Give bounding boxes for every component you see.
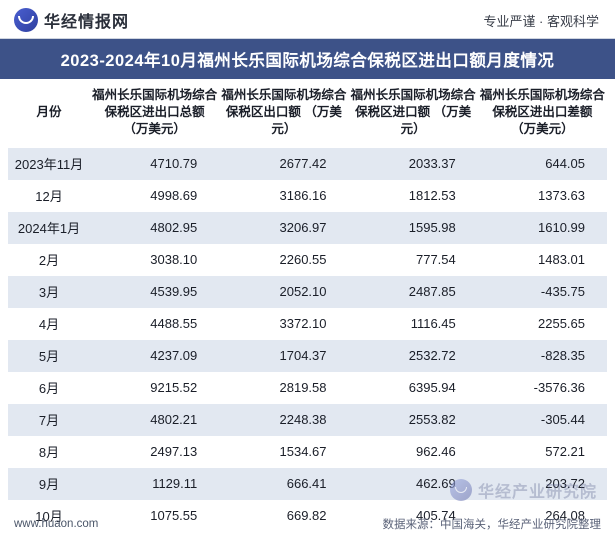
table-row: 7月4802.212248.382553.82-305.44 [8, 404, 607, 436]
cell-value: 2497.13 [90, 436, 219, 468]
table-body: 2023年11月4710.792677.422033.37644.0512月49… [8, 148, 607, 532]
cell-value: 6395.94 [349, 372, 478, 404]
table-row: 9月1129.11666.41462.69203.72 [8, 468, 607, 500]
cell-value: 2255.65 [478, 308, 607, 340]
cell-value: 1610.99 [478, 212, 607, 244]
cell-value: -305.44 [478, 404, 607, 436]
cell-value: 4998.69 [90, 180, 219, 212]
cell-value: 2260.55 [219, 244, 348, 276]
cell-value: 1129.11 [90, 468, 219, 500]
table-container: 月份 福州长乐国际机场综合保税区进出口总额 （万美元） 福州长乐国际机场综合保税… [0, 79, 615, 532]
cell-value: 203.72 [478, 468, 607, 500]
data-table: 月份 福州长乐国际机场综合保税区进出口总额 （万美元） 福州长乐国际机场综合保税… [8, 79, 607, 532]
table-row: 12月4998.693186.161812.531373.63 [8, 180, 607, 212]
logo-section: 华经情报网 [14, 8, 129, 32]
cell-value: 777.54 [349, 244, 478, 276]
cell-value: 4802.21 [90, 404, 219, 436]
table-row: 2月3038.102260.55777.541483.01 [8, 244, 607, 276]
cell-value: 2487.85 [349, 276, 478, 308]
cell-value: 572.21 [478, 436, 607, 468]
table-head: 月份 福州长乐国际机场综合保税区进出口总额 （万美元） 福州长乐国际机场综合保税… [8, 79, 607, 148]
cell-value: 2248.38 [219, 404, 348, 436]
cell-month: 3月 [8, 276, 90, 308]
cell-value: 2819.58 [219, 372, 348, 404]
cell-value: 4488.55 [90, 308, 219, 340]
cell-value: -435.75 [478, 276, 607, 308]
cell-month: 8月 [8, 436, 90, 468]
chart-title: 2023-2024年10月福州长乐国际机场综合保税区进出口额月度情况 [0, 39, 615, 79]
footer-source: 数据来源：中国海关，华经产业研究院整理 [383, 516, 602, 532]
logo-text: 华经情报网 [44, 8, 129, 32]
cell-value: 4802.95 [90, 212, 219, 244]
cell-value: 3186.16 [219, 180, 348, 212]
table-header-row: 月份 福州长乐国际机场综合保税区进出口总额 （万美元） 福州长乐国际机场综合保税… [8, 79, 607, 148]
table-row: 2023年11月4710.792677.422033.37644.05 [8, 148, 607, 180]
cell-value: -828.35 [478, 340, 607, 372]
footer: www.huaon.com 数据来源：中国海关，华经产业研究院整理 [0, 516, 615, 532]
cell-value: 666.41 [219, 468, 348, 500]
cell-month: 2023年11月 [8, 148, 90, 180]
logo-icon [14, 8, 38, 32]
cell-value: 1704.37 [219, 340, 348, 372]
cell-value: 1812.53 [349, 180, 478, 212]
cell-month: 2024年1月 [8, 212, 90, 244]
cell-month: 12月 [8, 180, 90, 212]
cell-value: 2052.10 [219, 276, 348, 308]
cell-value: 644.05 [478, 148, 607, 180]
cell-value: 4710.79 [90, 148, 219, 180]
tagline: 专业严谨 · 客观科学 [483, 11, 599, 30]
table-row: 5月4237.091704.372532.72-828.35 [8, 340, 607, 372]
cell-value: -3576.36 [478, 372, 607, 404]
cell-value: 1373.63 [478, 180, 607, 212]
cell-value: 1534.67 [219, 436, 348, 468]
table-row: 4月4488.553372.101116.452255.65 [8, 308, 607, 340]
cell-value: 962.46 [349, 436, 478, 468]
cell-month: 2月 [8, 244, 90, 276]
cell-value: 2677.42 [219, 148, 348, 180]
cell-month: 4月 [8, 308, 90, 340]
cell-month: 9月 [8, 468, 90, 500]
cell-month: 7月 [8, 404, 90, 436]
header-bar: 华经情报网 专业严谨 · 客观科学 [0, 0, 615, 39]
cell-value: 3038.10 [90, 244, 219, 276]
cell-value: 1483.01 [478, 244, 607, 276]
col-header-month: 月份 [8, 79, 90, 148]
cell-month: 5月 [8, 340, 90, 372]
table-row: 2024年1月4802.953206.971595.981610.99 [8, 212, 607, 244]
table-row: 3月4539.952052.102487.85-435.75 [8, 276, 607, 308]
cell-value: 2033.37 [349, 148, 478, 180]
cell-value: 2532.72 [349, 340, 478, 372]
cell-value: 4539.95 [90, 276, 219, 308]
cell-value: 4237.09 [90, 340, 219, 372]
cell-value: 462.69 [349, 468, 478, 500]
footer-link: www.huaon.com [14, 518, 98, 530]
col-header-diff: 福州长乐国际机场综合保税区进出口差额 （万美元） [478, 79, 607, 148]
cell-value: 3206.97 [219, 212, 348, 244]
cell-value: 2553.82 [349, 404, 478, 436]
col-header-total: 福州长乐国际机场综合保税区进出口总额 （万美元） [90, 79, 219, 148]
cell-value: 1595.98 [349, 212, 478, 244]
col-header-import: 福州长乐国际机场综合保税区进口额 （万美元） [349, 79, 478, 148]
cell-month: 6月 [8, 372, 90, 404]
cell-value: 9215.52 [90, 372, 219, 404]
table-row: 6月9215.522819.586395.94-3576.36 [8, 372, 607, 404]
cell-value: 1116.45 [349, 308, 478, 340]
table-row: 8月2497.131534.67962.46572.21 [8, 436, 607, 468]
col-header-export: 福州长乐国际机场综合保税区出口额 （万美元） [219, 79, 348, 148]
cell-value: 3372.10 [219, 308, 348, 340]
